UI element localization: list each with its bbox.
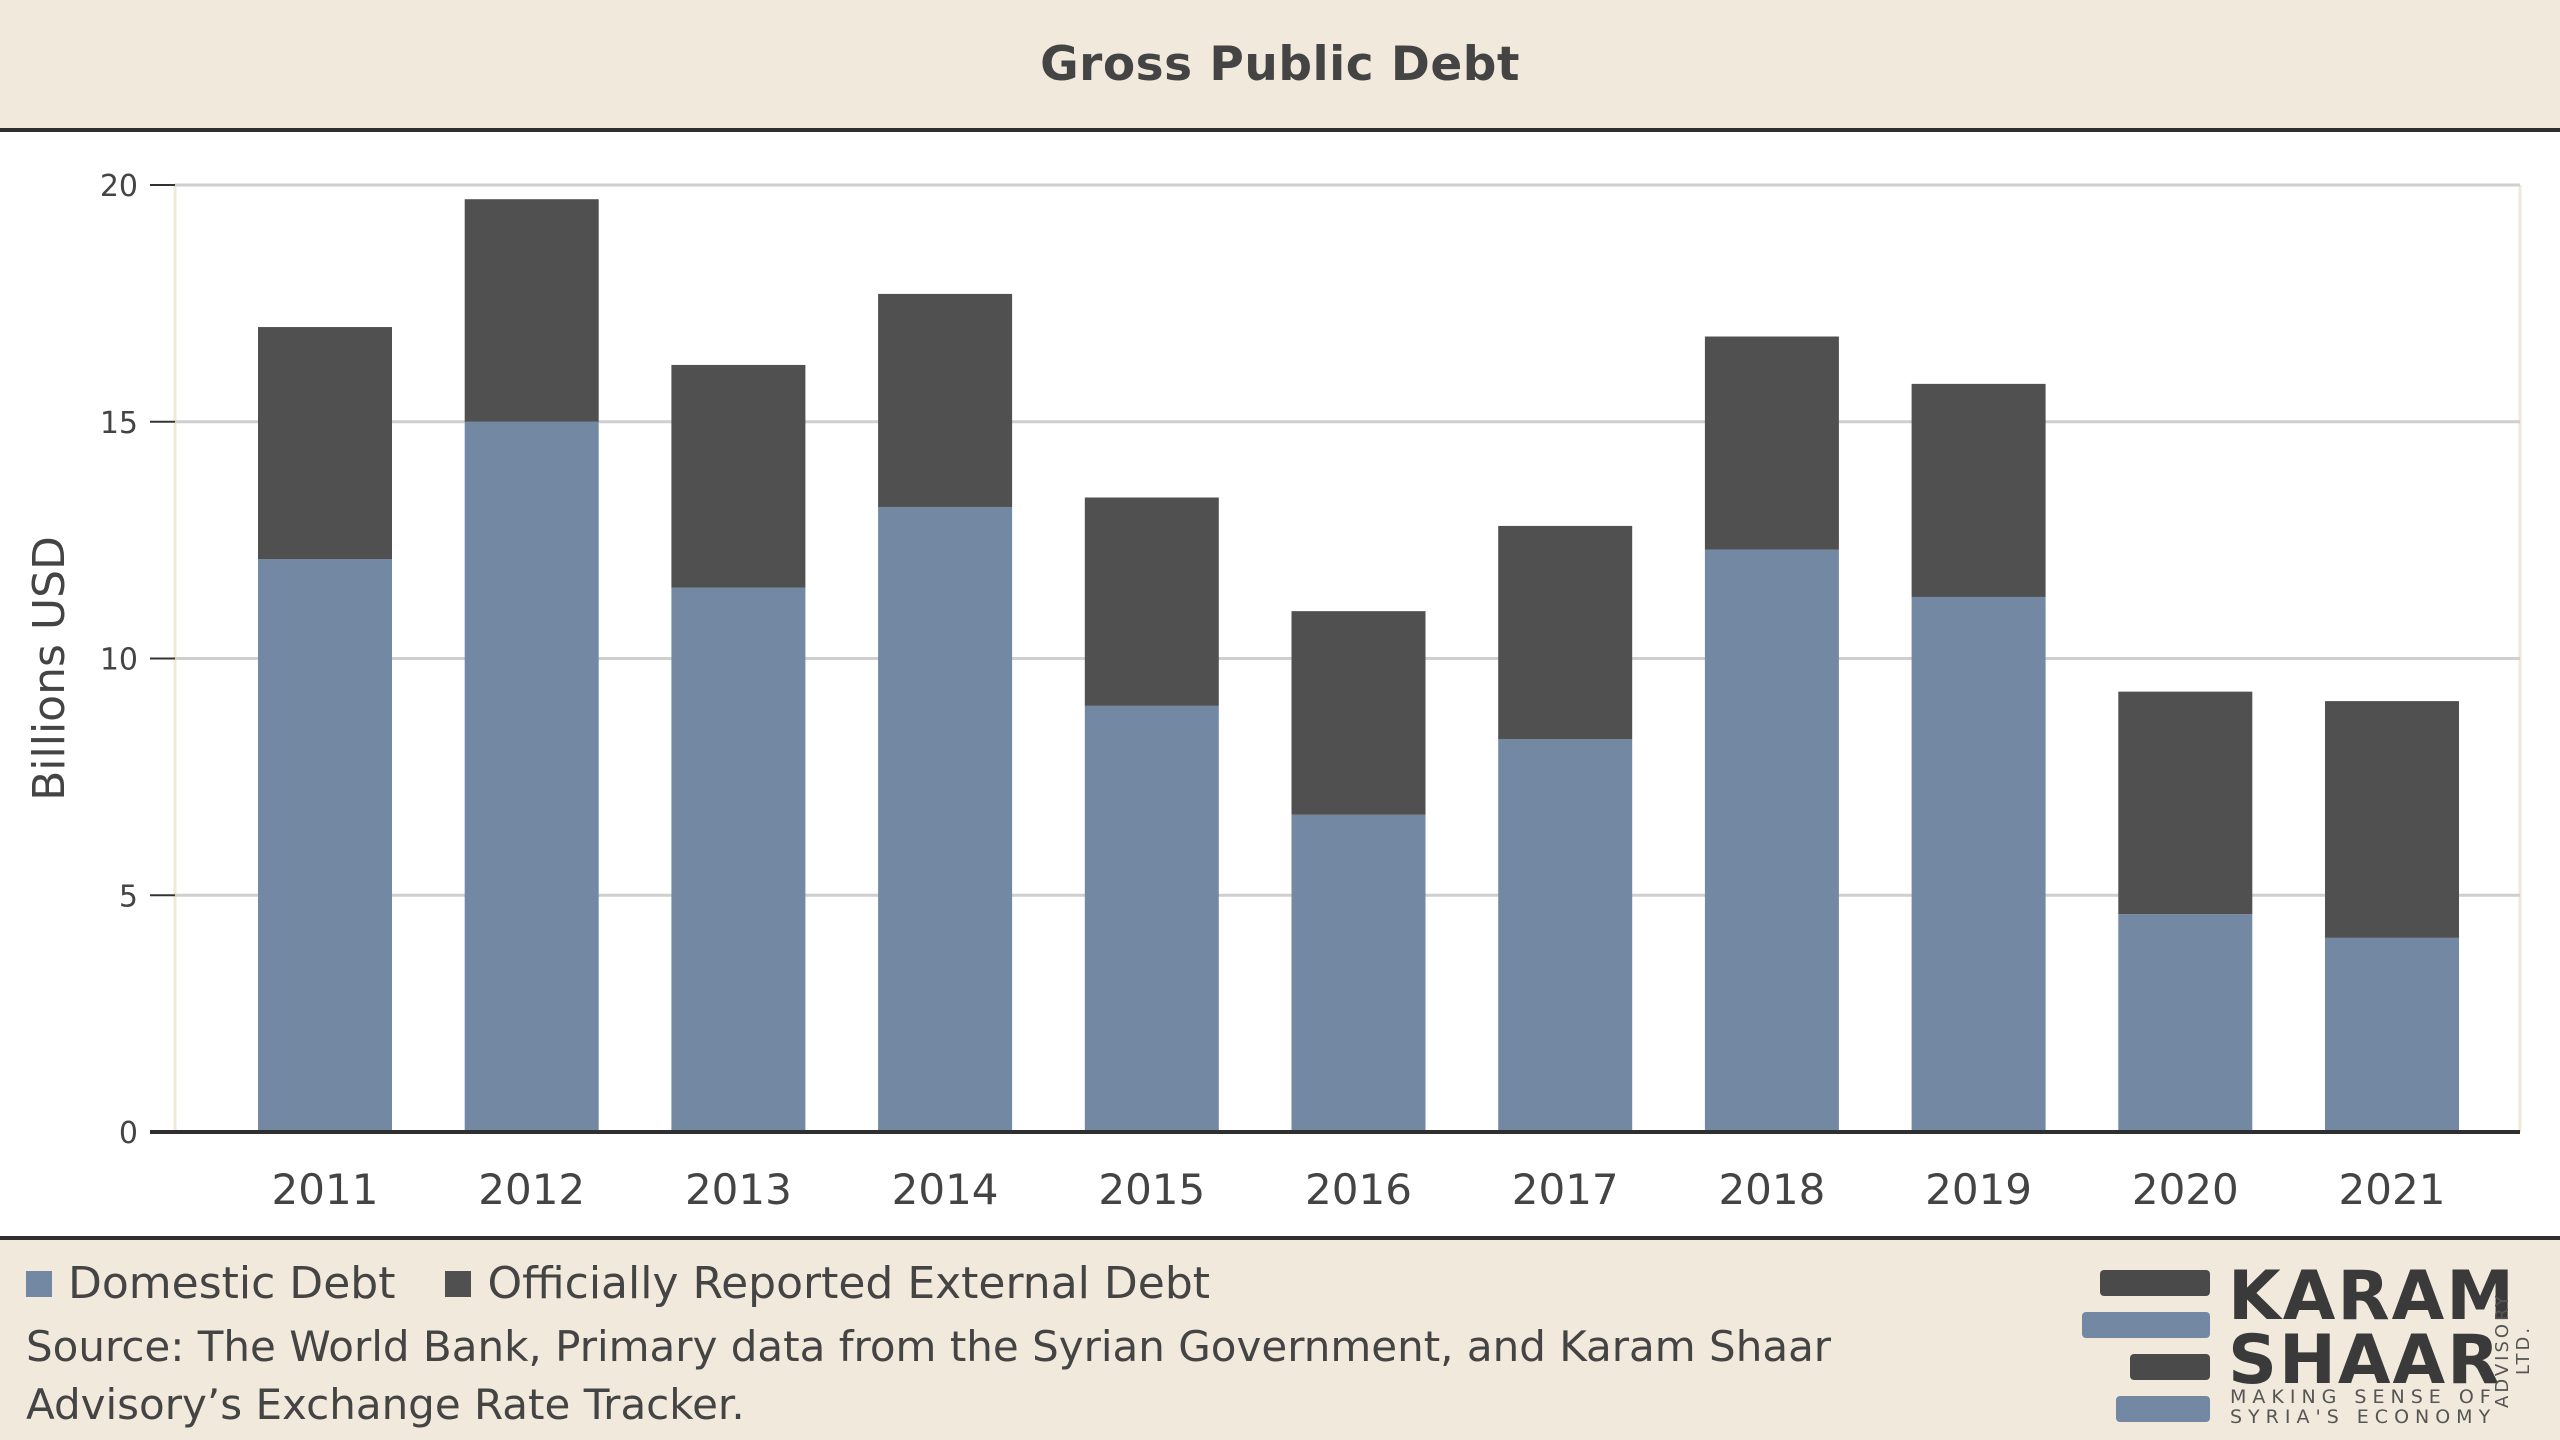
- legend-item-domestic: Domestic Debt: [26, 1258, 395, 1309]
- chart-header: Gross Public Debt: [0, 0, 2560, 132]
- logo-word-karam: KARAM: [2228, 1257, 2516, 1336]
- bar-external-2020: [2118, 691, 2253, 915]
- chart-title: Gross Public Debt: [1040, 36, 1520, 92]
- legend: Domestic Debt Officially Reported Extern…: [26, 1258, 1260, 1309]
- logo-vertical-text: ADVISORY LTD.: [2492, 1292, 2534, 1408]
- y-axis-label: Billions USD: [24, 536, 75, 801]
- bar-domestic-2013: [671, 587, 806, 1132]
- bar-external-2012: [464, 199, 599, 422]
- x-tick-label: 2021: [2339, 1165, 2446, 1214]
- legend-item-external: Officially Reported External Debt: [445, 1258, 1210, 1309]
- stacked-bar-chart: 0 5 10 15 20 2011 2012 2013 2014 2015 2016 2017 2018…: [24, 169, 2522, 1214]
- bar-domestic-2016: [1291, 814, 1426, 1132]
- logo-word-shaar: SHAAR: [2228, 1321, 2502, 1400]
- bar-domestic-2011: [258, 559, 392, 1132]
- x-tick-label: 2016: [1305, 1165, 1412, 1214]
- logo-bars-icon: [2080, 1270, 2220, 1430]
- x-tick-label: 2012: [478, 1165, 585, 1214]
- bar-external-2018: [1704, 336, 1839, 550]
- bar-domestic-2021: [2325, 937, 2459, 1132]
- bar-external-2017: [1498, 525, 1633, 739]
- legend-swatch-domestic: [26, 1270, 52, 1297]
- bar-domestic-2020: [2118, 914, 2253, 1132]
- source-note: Source: The World Bank, Primary data fro…: [26, 1322, 1832, 1429]
- chart-footer: Domestic Debt Officially Reported Extern…: [0, 1236, 2560, 1440]
- bar-domestic-2012: [464, 421, 599, 1132]
- bar-external-2011: [258, 327, 392, 560]
- bar-external-2016: [1291, 611, 1426, 815]
- y-tick-label: 20: [100, 169, 138, 204]
- bar-domestic-2017: [1498, 738, 1633, 1132]
- x-tick-label: 2020: [2132, 1165, 2239, 1214]
- x-tick-label: 2014: [892, 1165, 999, 1214]
- logo-tagline-2: SYRIA'S ECONOMY: [2230, 1406, 2497, 1428]
- x-tick-label: 2011: [272, 1165, 379, 1214]
- legend-label-domestic: Domestic Debt: [68, 1258, 396, 1309]
- x-tick-label: 2017: [1512, 1165, 1619, 1214]
- bar-domestic-2015: [1084, 705, 1219, 1132]
- bar-external-2015: [1084, 497, 1219, 706]
- karam-shaar-logo: KARAM SHAAR MAKING SENSE OF SYRIA'S ECON…: [2080, 1263, 2540, 1430]
- x-tick-label: 2015: [1098, 1165, 1205, 1214]
- x-tick-label: 2013: [685, 1165, 792, 1214]
- logo-tagline-1: MAKING SENSE OF: [2230, 1386, 2497, 1408]
- x-tick-label: 2019: [1925, 1165, 2032, 1214]
- y-tick-label: 10: [100, 643, 138, 678]
- bar-external-2014: [878, 293, 1013, 507]
- y-tick-label: 5: [119, 879, 138, 914]
- chart-area: 0 5 10 15 20 2011 2012 2013 2014 2015 2016 2017 2018…: [0, 132, 2560, 1236]
- bar-domestic-2014: [878, 506, 1013, 1133]
- bar-external-2013: [671, 364, 806, 588]
- y-tick-label: 0: [119, 1116, 138, 1151]
- legend-label-external: Officially Reported External Debt: [487, 1258, 1210, 1309]
- bar-external-2021: [2325, 701, 2459, 938]
- y-tick-label: 15: [100, 406, 138, 441]
- x-tick-label: 2018: [1718, 1165, 1825, 1214]
- bar-external-2019: [1911, 383, 2046, 597]
- bar-domestic-2019: [1911, 596, 2046, 1132]
- legend-swatch-external: [445, 1270, 472, 1297]
- bar-domestic-2018: [1704, 549, 1839, 1132]
